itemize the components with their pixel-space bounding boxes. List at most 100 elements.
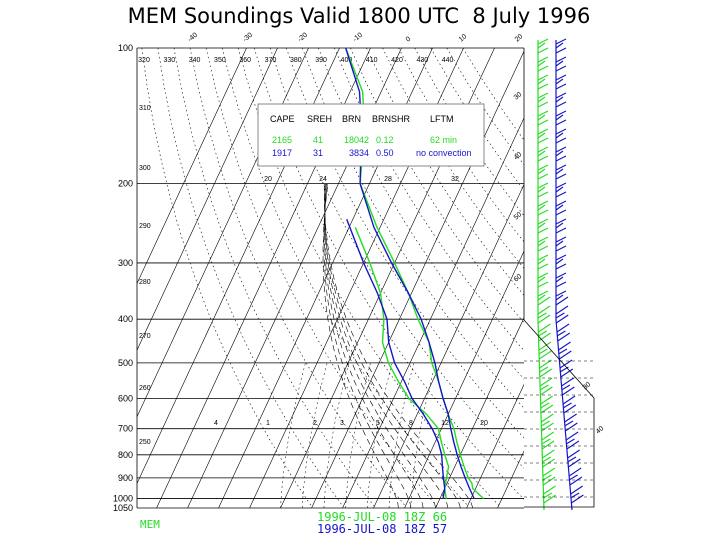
wind-column-1-barb (537, 218, 549, 225)
potential-temperature-label: 430 (416, 57, 428, 64)
wind-column-1-barb (537, 191, 549, 198)
wind-column-2-barb (565, 431, 579, 441)
wind-column-1-barb (537, 173, 549, 180)
pressure-tick-label: 1000 (113, 493, 133, 503)
isotherm-label: 30 (513, 91, 524, 101)
diagram-grid (137, 48, 524, 508)
wind-column-2-barb (561, 384, 571, 391)
wind-column-2-barb (555, 186, 564, 193)
isotherm-line (218, 48, 433, 508)
wind-column-2-barb (555, 276, 564, 283)
sounding-1-brn: 18042 (344, 135, 369, 145)
wind-column-1-barb (539, 366, 549, 373)
table-header-lftm: LFTM (430, 114, 454, 124)
wind-column-2-barb (555, 60, 564, 67)
wind-column-1-staff-lower (537, 319, 545, 511)
wind-column-2-barb (567, 449, 580, 459)
wind-column-1-barb (541, 438, 551, 445)
mixing-ratio-line (367, 362, 393, 508)
wind-column-2-barb (555, 227, 567, 234)
wind-column-2-barb (555, 56, 567, 63)
wind-column-1-barb (537, 96, 546, 103)
wind-column-2-barb (555, 200, 567, 207)
potential-temperature-label: 310 (139, 105, 151, 112)
wind-column-1-barb (540, 404, 554, 414)
wind-column-2-barb (555, 294, 564, 301)
potential-temperature-label: 390 (315, 57, 327, 64)
moist-adiabat-line (323, 183, 474, 508)
wind-column-2-barb (555, 65, 567, 72)
wind-column-2-barb (555, 305, 569, 315)
potential-temperature-label: 350 (214, 57, 226, 64)
wind-column-1-barb (542, 476, 556, 486)
isotherm-line (373, 183, 524, 508)
moist-adiabat-line (322, 183, 399, 508)
wind-column-2-barb (555, 236, 567, 243)
pressure-tick-label: 900 (118, 473, 133, 483)
wind-column-1-barb (540, 386, 553, 396)
wind-column-2-barb (555, 38, 567, 45)
wind-column-2-barb (564, 413, 577, 423)
potential-temperature-label: 440 (442, 57, 454, 64)
wind-column-2-barb (556, 323, 570, 333)
wind-column-1-barb (537, 245, 549, 252)
wind-column-1-barb (537, 42, 546, 49)
sounding-1-sreh: 41 (313, 135, 323, 145)
wind-column-1-barb (537, 74, 549, 81)
wind-column-1-barb (538, 341, 552, 351)
wind-column-1-barb (542, 467, 556, 477)
wind-column-2-barb (555, 314, 569, 324)
equivalent-potential-temperature-label: 24 (319, 176, 327, 183)
wind-column-1-barb (540, 420, 550, 427)
potential-temperature-label: 320 (138, 57, 150, 64)
wind-column-1-barb (540, 413, 554, 423)
mixing-ratio-line (388, 362, 415, 508)
potential-temperature-label: 340 (189, 57, 201, 64)
wind-column-2-barb (555, 296, 569, 306)
wind-column-1-barb (537, 83, 549, 90)
wind-column-1-barb (537, 204, 546, 211)
isotherm-line (137, 48, 309, 418)
wind-column-1-barb (537, 60, 546, 67)
wind-column-2-barb (562, 386, 575, 396)
wind-column-1-barb (537, 200, 549, 207)
potential-temperature-label: 260 (139, 385, 151, 392)
wind-column-2-barb (555, 119, 567, 126)
wind-column-1-barb (537, 276, 546, 283)
potential-temperature-label: 250 (139, 439, 151, 446)
wind-column-1-barb (537, 114, 546, 121)
isotherm-label: -40 (187, 32, 199, 44)
wind-column-1-barb (537, 132, 546, 139)
wind-column-1-barb (542, 456, 552, 463)
station-label: MEM (140, 518, 160, 531)
wind-column-1-barb (537, 155, 549, 162)
isotherm-label: 50 (513, 211, 524, 221)
wind-column-2-barb (555, 204, 564, 211)
dry-adiabat-line (157, 48, 344, 507)
wind-column-2-barb (570, 485, 583, 495)
isotherm-line (466, 383, 524, 508)
wind-column-1-barb (537, 56, 549, 63)
wind-column-1-barb (540, 402, 550, 409)
pressure-tick-label: 800 (118, 450, 133, 460)
wind-column-1-barb (537, 47, 549, 54)
isotherm-line (137, 48, 278, 351)
wind-column-1-barb (537, 222, 546, 229)
isotherm-line (404, 250, 524, 508)
wind-column-2-barb (568, 467, 582, 477)
wind-column-1-barb (537, 258, 546, 265)
wind-column-2-barb (571, 494, 584, 504)
legend-sounding-1: 1996-JUL-08 18Z 66 (317, 510, 447, 524)
wind-column-2-barb (555, 83, 567, 90)
wind-column-1-barb (537, 209, 549, 216)
wind-barb-columns (537, 38, 584, 511)
wind-column-1-barb (537, 150, 546, 157)
wind-column-2-barb (555, 263, 567, 270)
wind-column-1-barb (537, 227, 549, 234)
wind-column-1-barb (537, 146, 549, 153)
wind-column-2-barb (555, 222, 564, 229)
wind-column-1-barb (537, 296, 551, 306)
isotherm-label: -10 (352, 32, 364, 44)
wind-column-1-barb (537, 186, 546, 193)
